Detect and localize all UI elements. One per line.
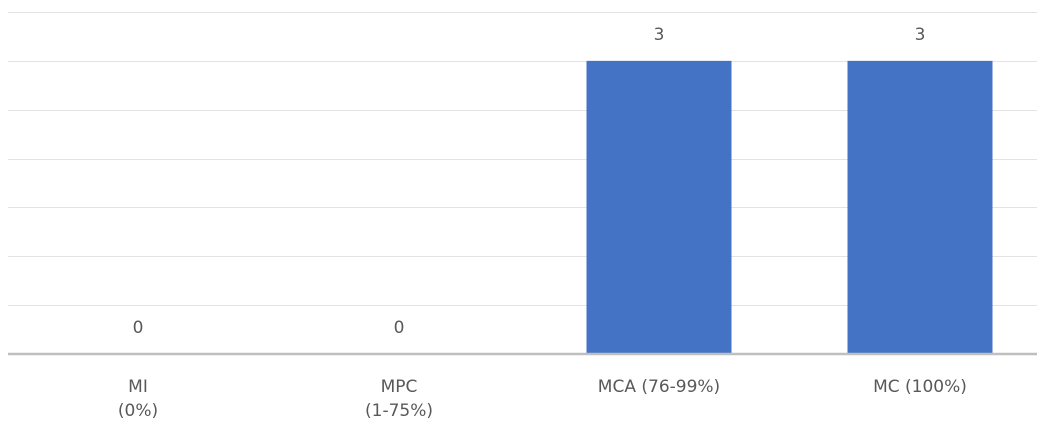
x-tick-label: MCA (76-99%)	[598, 377, 720, 397]
bar	[586, 60, 732, 354]
x-tick-label: MC (100%)	[873, 377, 967, 397]
gridlines	[8, 12, 1037, 306]
data-label: 0	[394, 318, 405, 338]
data-label: 0	[133, 318, 144, 338]
data-labels: 0 0 3 3	[133, 25, 926, 338]
data-label: 3	[915, 25, 926, 45]
bars	[586, 60, 993, 354]
bar	[847, 60, 993, 354]
x-tick-label: MPC (1-75%)	[365, 377, 433, 421]
x-tick-labels: MI (0%) MPC (1-75%) MCA (76-99%) MC (100%)	[118, 377, 967, 421]
x-tick-label: MI (0%)	[118, 377, 158, 421]
data-label: 3	[654, 25, 665, 45]
